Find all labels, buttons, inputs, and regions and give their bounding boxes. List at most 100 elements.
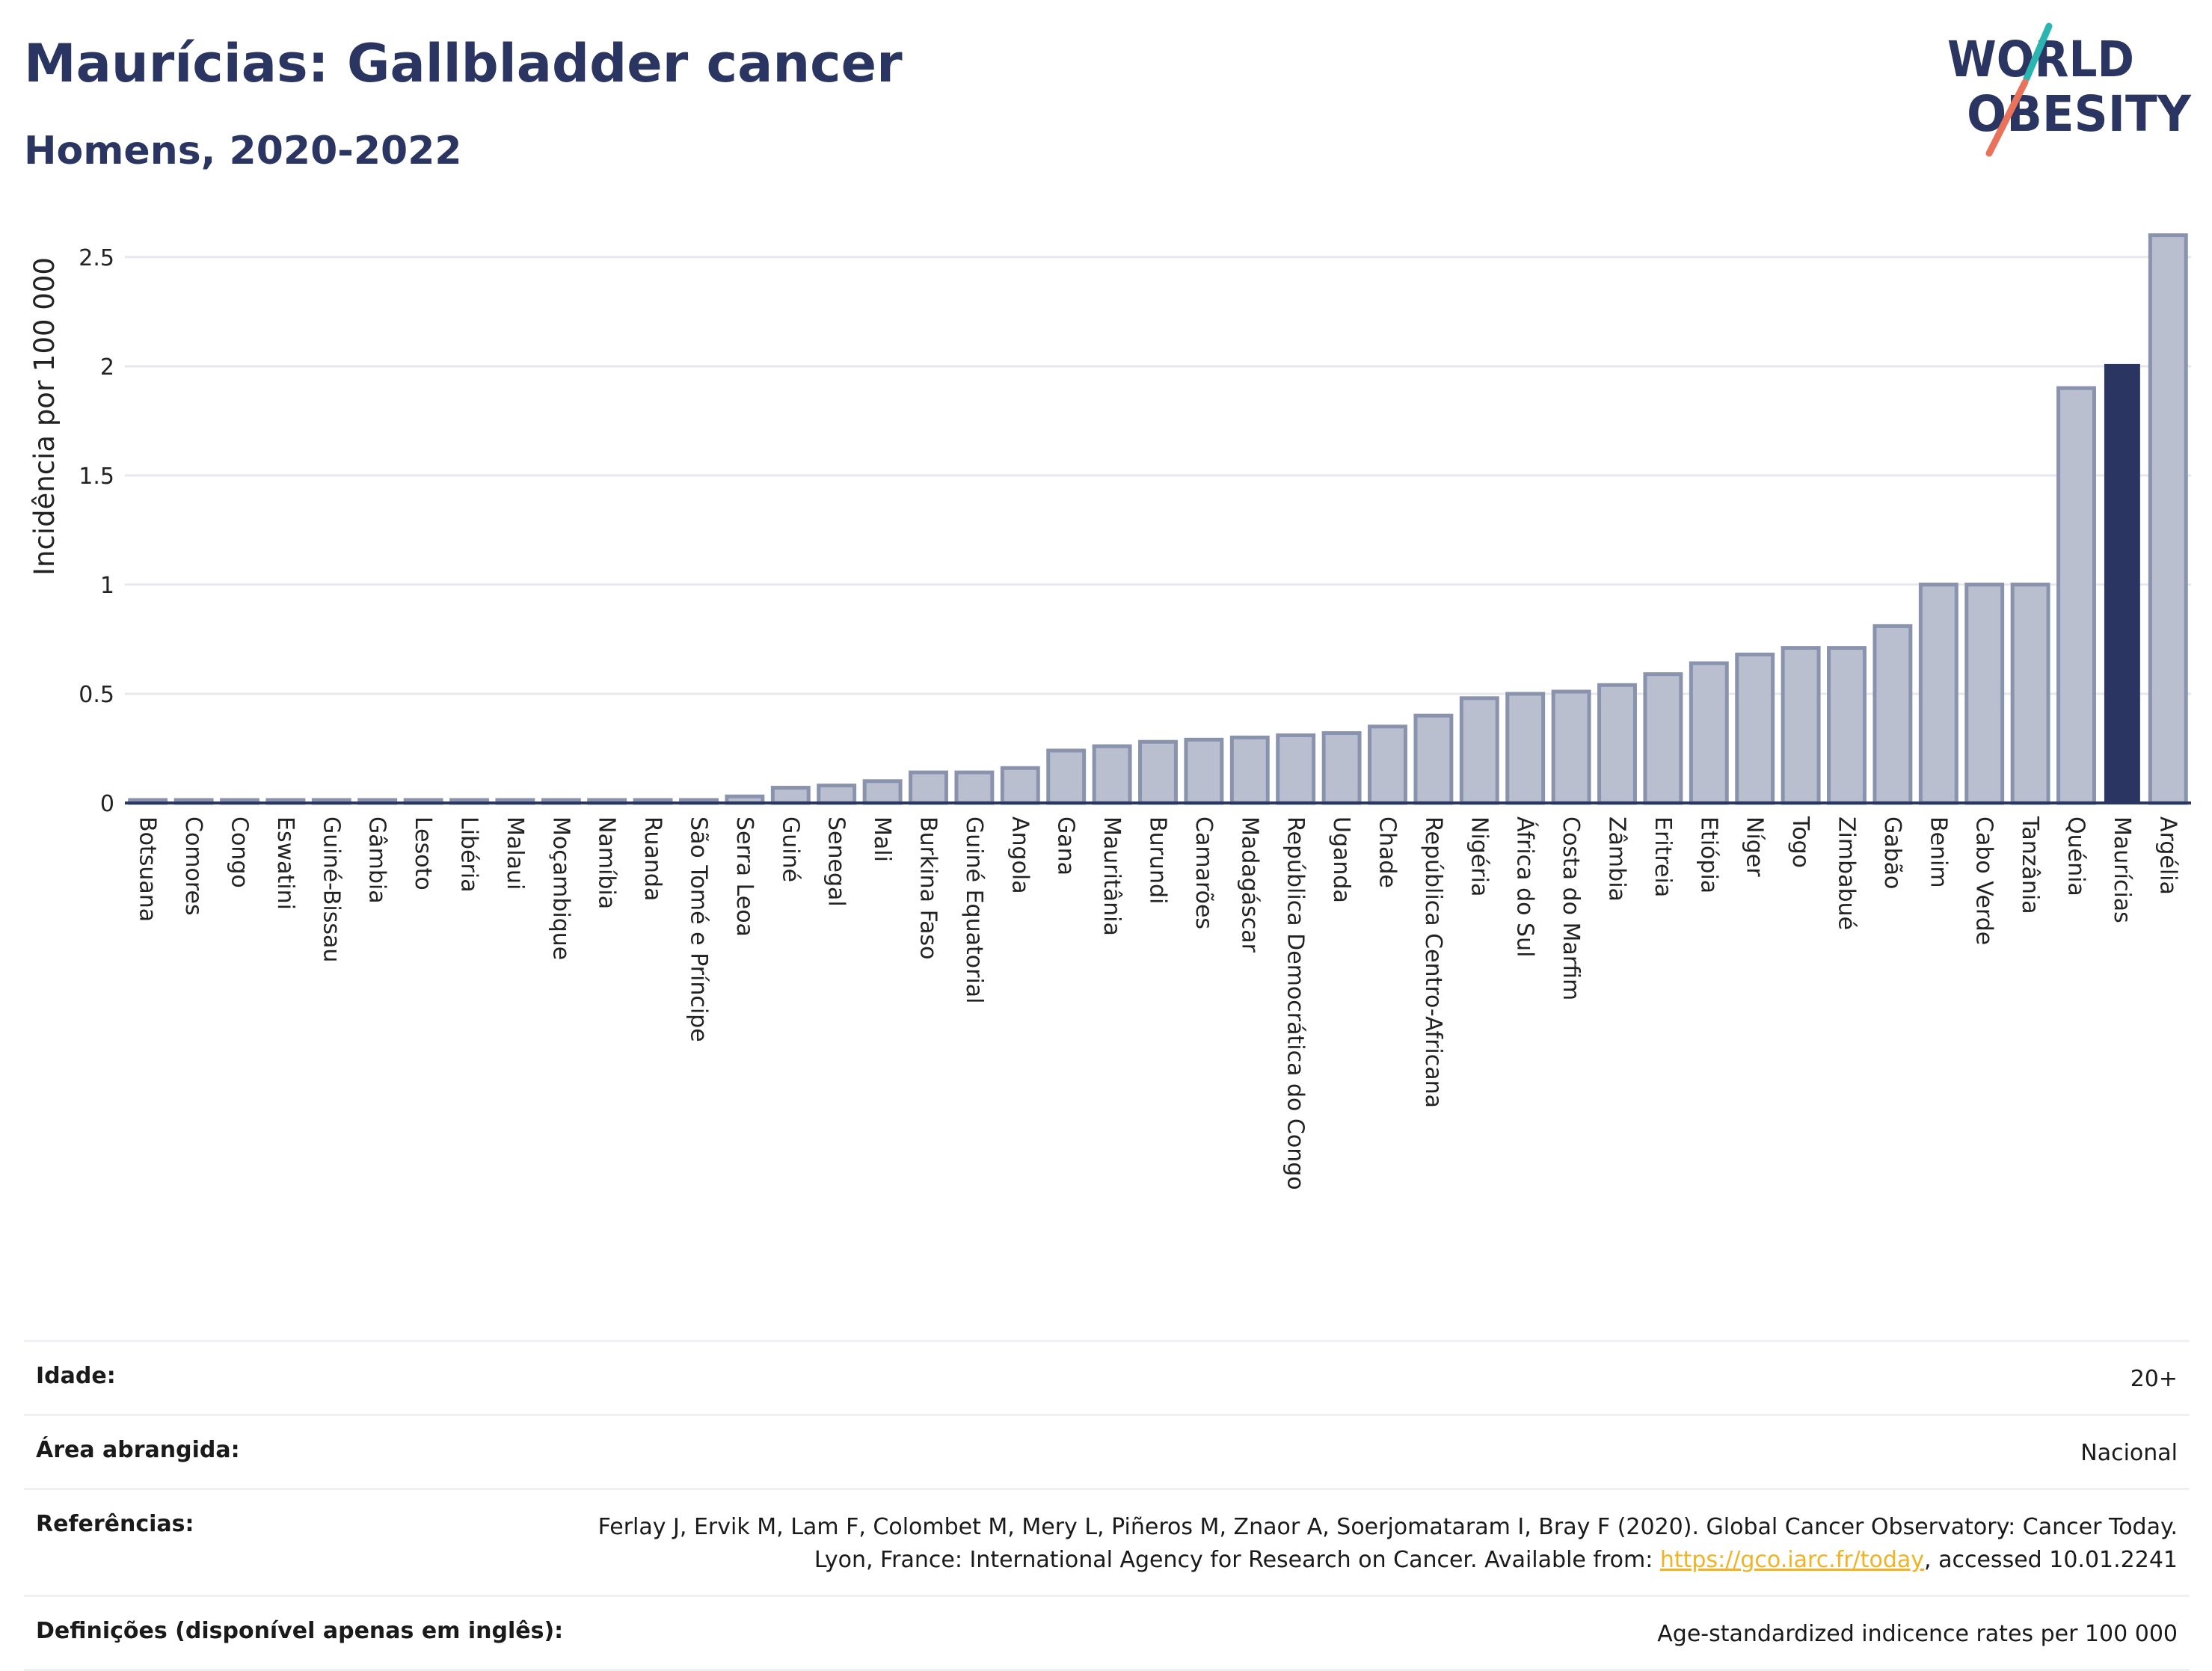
bar-eritreia [1643, 672, 1683, 805]
x-tick-label: Nigéria [1466, 816, 1492, 896]
x-tick-label: Comores [180, 816, 206, 916]
x-tick-label: Mali [869, 816, 895, 862]
x-tick-label: Argélia [2154, 816, 2181, 895]
y-tick-label: 0 [100, 791, 114, 817]
bar-burundi [1138, 739, 1178, 805]
x-tick-label: Benim [1925, 816, 1951, 888]
x-tick-label: Angola [1007, 816, 1033, 894]
bar-angola [1000, 766, 1040, 805]
x-tick-label: Botsuana [135, 816, 161, 922]
chart-subtitle: Homens, 2020-2022 [24, 129, 462, 173]
bar-etiópia [1689, 661, 1729, 805]
x-tick-label: República Centro-Africana [1420, 816, 1446, 1108]
bar-chart: 0 0.5 1 1.5 2 2.5 Botsuana Comores Congo Eswatin… [28, 233, 2191, 1190]
x-tick-label: Gana [1053, 816, 1079, 875]
y-tick-label: 1.5 [79, 464, 114, 490]
x-tick-label: Tanzânia [2017, 816, 2043, 914]
x-tick-label: Senegal [823, 816, 850, 907]
meta-row-references: Referências: Ferlay J, Ervik M, Lam F, C… [24, 1488, 2190, 1595]
x-tick-label: Madagáscar [1236, 816, 1262, 953]
y-tick-label: 0.5 [79, 682, 114, 708]
x-tick-label: Congo [227, 816, 253, 888]
bar-chade [1368, 724, 1407, 805]
x-tick-label: Uganda [1328, 816, 1354, 903]
y-axis-title: Incidência por 100 000 [28, 257, 61, 576]
bar-gana [1046, 748, 1087, 805]
bar-senegal [817, 784, 857, 805]
chart-title: Maurícias: Gallbladder cancer [24, 33, 903, 94]
bar-áfrica-do-sul [1505, 692, 1546, 805]
bar-madagáscar [1229, 735, 1270, 805]
bar-benim [1918, 582, 1958, 805]
x-tick-label: Eritreia [1650, 816, 1676, 897]
logo-slash-bottom [1985, 79, 2029, 157]
bar-mali [862, 779, 903, 805]
x-tick-label: Togo [1787, 816, 1813, 868]
y-tick-label: 2 [100, 354, 114, 381]
meta-value-references: Ferlay J, Ervik M, Lam F, Colombet M, Me… [532, 1511, 2178, 1577]
x-tick-label: Camarões [1191, 816, 1217, 929]
bar-camarões [1184, 737, 1224, 805]
meta-label-definitions: Definições (disponível apenas em inglês)… [36, 1618, 564, 1644]
y-axis-ticks: 0 0.5 1 1.5 2 2.5 [79, 245, 114, 817]
x-tick-label: Moçambique [547, 816, 574, 960]
meta-value-area: Nacional [2080, 1440, 2178, 1466]
metadata-table: Idade: 20+ Área abrangida: Nacional Refe… [24, 1340, 2190, 1671]
meta-value-age: 20+ [2130, 1366, 2178, 1392]
x-tick-label: Namíbia [594, 816, 620, 909]
x-tick-label: Burkina Faso [915, 816, 941, 959]
x-tick-label: São Tomé e Príncipe [686, 816, 712, 1042]
bar-argélia [2148, 233, 2188, 805]
bar-tanzânia [2010, 582, 2050, 805]
bar-mauritânia [1092, 744, 1132, 805]
logo-line-obesity: OBESITY [1967, 85, 2192, 143]
bar-guiné-equatorial [954, 770, 995, 805]
bar-burkina-faso [909, 770, 948, 805]
x-tick-label: Gâmbia [364, 816, 390, 904]
bar-togo [1781, 646, 1821, 805]
x-tick-label: Guiné [777, 816, 803, 882]
bar-níger [1735, 652, 1775, 805]
x-tick-label: Cabo Verde [1971, 816, 1997, 945]
x-tick-label: Maurícias [2109, 816, 2135, 923]
meta-row-age: Idade: 20+ [24, 1340, 2190, 1414]
meta-label-age: Idade: [36, 1363, 116, 1389]
bar-costa-do-marfim [1551, 689, 1591, 805]
meta-value-definitions: Age-standardized indicence rates per 100… [1657, 1621, 2178, 1647]
bar-zâmbia [1597, 683, 1637, 805]
x-tick-label: Eswatini [272, 816, 298, 910]
world-obesity-logo: WORLD OBESITY [1947, 22, 2192, 157]
x-tick-label: Gabão [1879, 816, 1905, 889]
meta-label-area: Área abrangida: [36, 1437, 240, 1463]
bar-gabão [1872, 624, 1913, 805]
x-tick-label: Quénia [2063, 816, 2089, 896]
bar-república-centro-africana [1413, 713, 1454, 805]
x-tick-label: África do Sul [1512, 816, 1539, 957]
x-tick-label: Chade [1374, 816, 1401, 888]
x-tick-label: Malaui [502, 816, 528, 890]
reference-accessed: , accessed 10.01.2241 [1924, 1547, 2178, 1573]
bar-uganda [1321, 731, 1362, 805]
x-tick-label: Burundi [1145, 816, 1171, 904]
meta-label-references: Referências: [36, 1511, 194, 1537]
x-tick-label: Guiné-Bissau [318, 816, 344, 962]
bars [128, 233, 2188, 805]
bar-maurícias [2104, 363, 2140, 803]
x-tick-label: Costa do Marfim [1558, 816, 1584, 1000]
meta-row-area: Área abrangida: Nacional [24, 1414, 2190, 1488]
x-tick-label: Zâmbia [1604, 816, 1630, 902]
x-tick-label: Mauritânia [1099, 816, 1125, 936]
bar-zimbabué [1827, 646, 1867, 805]
x-tick-label: Zimbabué [1834, 816, 1860, 930]
bar-cabo-verde [1964, 582, 2005, 805]
x-tick-label: Lesoto [410, 816, 436, 890]
x-tick-label: Serra Leoa [731, 816, 758, 937]
reference-link[interactable]: https://gco.iarc.fr/today [1659, 1547, 1925, 1573]
x-tick-label: Níger [1742, 816, 1768, 877]
reference-text: Ferlay J, Ervik M, Lam F, Colombet M, Me… [597, 1514, 2178, 1573]
x-axis-ticks: Botsuana Comores Congo Eswatini Guiné-Bissau… [135, 816, 2181, 1190]
x-tick-label: República Democrática do Congo [1282, 816, 1309, 1190]
x-tick-label: Guiné Equatorial [961, 816, 987, 1004]
bar-quénia [2056, 386, 2096, 805]
y-tick-label: 1 [100, 573, 114, 599]
